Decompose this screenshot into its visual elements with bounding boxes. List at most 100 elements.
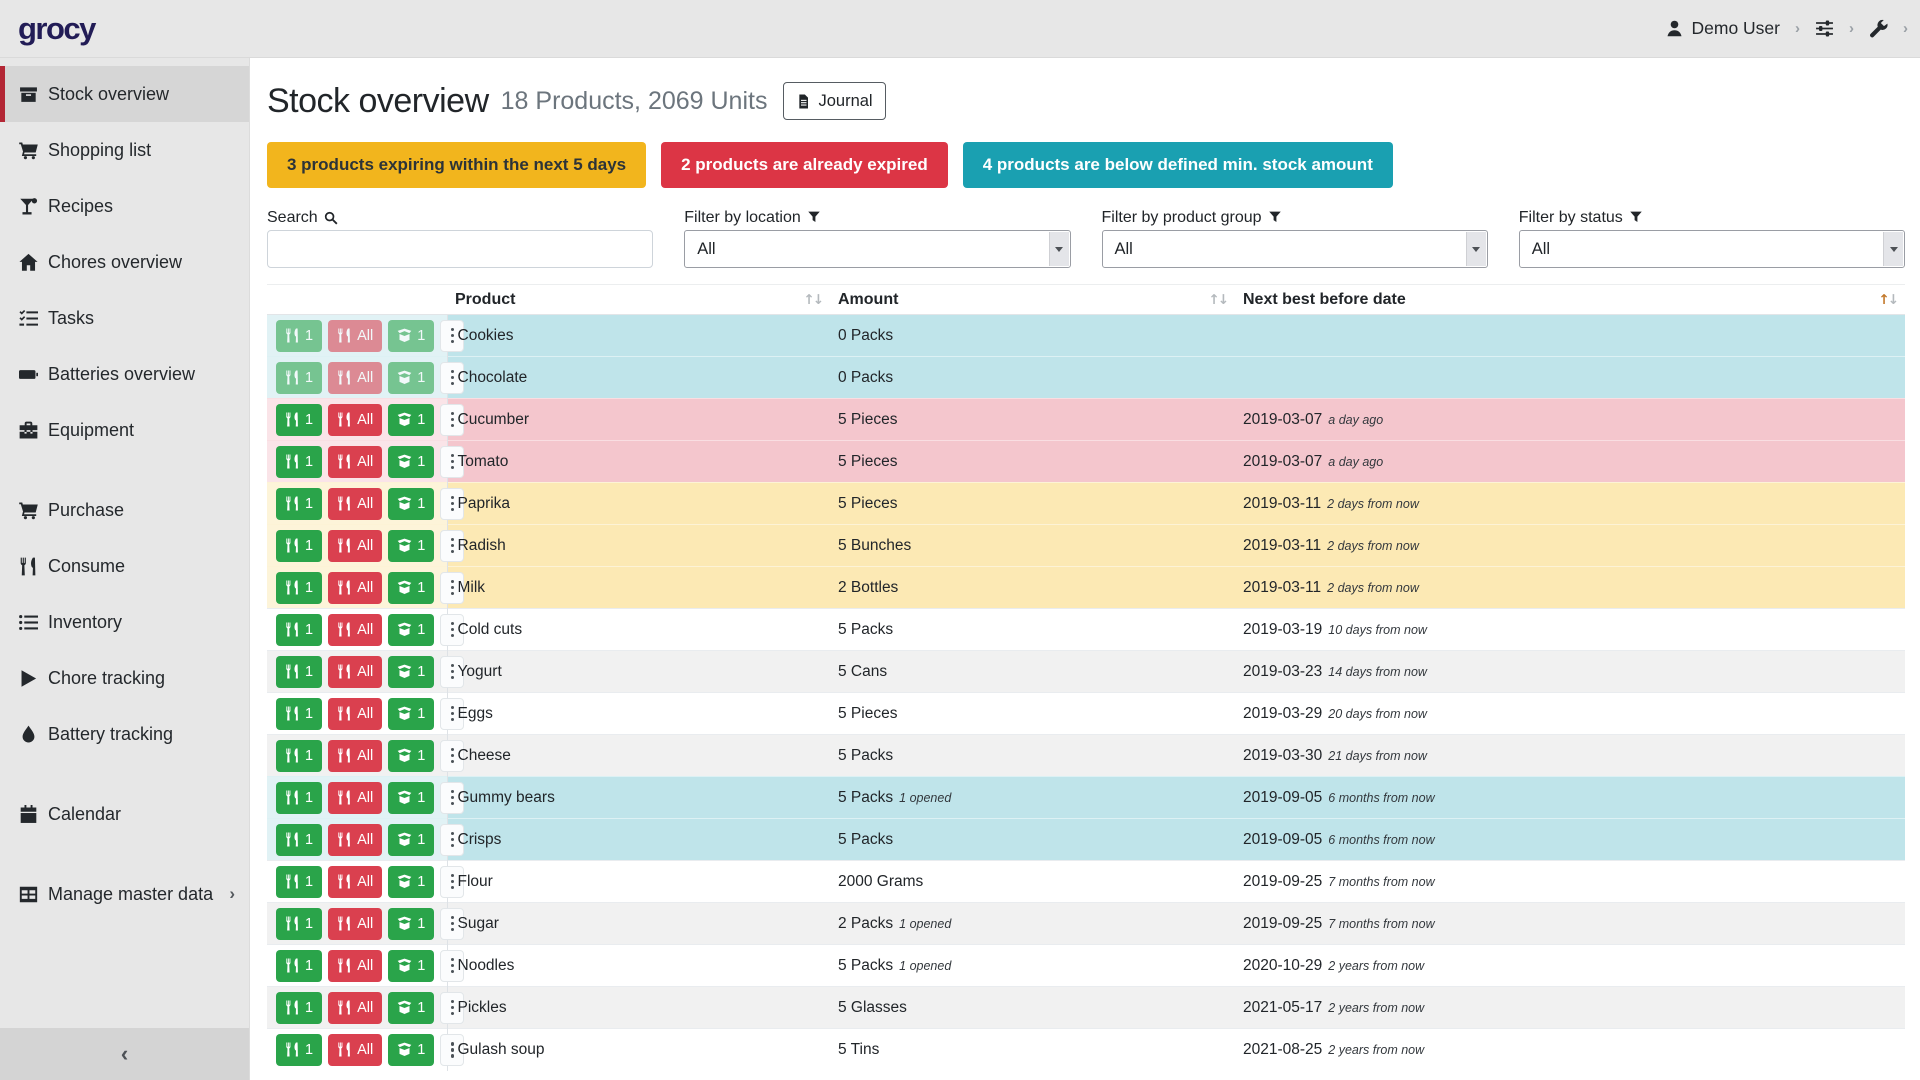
consume-all-button[interactable]: All	[328, 488, 382, 520]
open-one-button[interactable]: 1	[388, 782, 434, 814]
sidebar-item-battery-tracking[interactable]: Battery tracking	[0, 706, 249, 762]
open-one-button[interactable]: 1	[388, 824, 434, 856]
sidebar-item-stock-overview[interactable]: Stock overview	[0, 66, 249, 122]
sidebar-item-manage-master-data[interactable]: Manage master data›	[0, 866, 249, 922]
status-select[interactable]: All	[1519, 230, 1905, 268]
sidebar-item-consume[interactable]: Consume	[0, 538, 249, 594]
open-one-button[interactable]: 1	[388, 614, 434, 646]
product-group-select[interactable]: All	[1102, 230, 1488, 268]
consume-one-button[interactable]: 1	[276, 782, 322, 814]
open-one-button[interactable]: 1	[388, 362, 434, 394]
sidebar-item-equipment[interactable]: Equipment	[0, 402, 249, 458]
open-one-button[interactable]: 1	[388, 740, 434, 772]
consume-one-button[interactable]: 1	[276, 446, 322, 478]
sidebar-item-chores-overview[interactable]: Chores overview	[0, 234, 249, 290]
user-menu[interactable]: Demo User	[1665, 18, 1781, 39]
open-one-button[interactable]: 1	[388, 446, 434, 478]
consume-all-button[interactable]: All	[328, 950, 382, 982]
consume-all-button[interactable]: All	[328, 530, 382, 562]
relative-date: 14 days from now	[1328, 665, 1427, 679]
utensils-icon	[285, 538, 300, 553]
consume-all-button[interactable]: All	[328, 908, 382, 940]
consume-one-button[interactable]: 1	[276, 320, 322, 352]
column-header-product[interactable]: Product ↑↓	[447, 285, 830, 315]
consume-one-button[interactable]: 1	[276, 614, 322, 646]
grocy-logo[interactable]: grocy	[18, 11, 95, 47]
box-open-icon	[397, 328, 412, 343]
relative-date: a day ago	[1328, 455, 1383, 469]
cart-icon	[18, 141, 39, 160]
table-row: 1All1Flour2000 Grams2019-09-257 months f…	[267, 861, 1905, 903]
sidebar-item-shopping-list[interactable]: Shopping list	[0, 122, 249, 178]
column-header-amount[interactable]: Amount ↑↓	[830, 285, 1235, 315]
open-one-button[interactable]: 1	[388, 866, 434, 898]
sidebar-item-recipes[interactable]: Recipes	[0, 178, 249, 234]
consume-one-button[interactable]: 1	[276, 404, 322, 436]
location-select[interactable]: All	[684, 230, 1070, 268]
settings-menu[interactable]	[1815, 19, 1834, 38]
open-one-button[interactable]: 1	[388, 992, 434, 1024]
product-name: Cucumber	[447, 399, 830, 441]
below-min-stock-alert-badge[interactable]: 4 products are below defined min. stock …	[963, 142, 1393, 188]
open-one-button[interactable]: 1	[388, 488, 434, 520]
consume-one-button[interactable]: 1	[276, 530, 322, 562]
sidebar-collapse-button[interactable]: ‹	[0, 1028, 249, 1080]
expiring-alert-badge[interactable]: 3 products expiring within the next 5 da…	[267, 142, 646, 188]
sidebar-item-inventory[interactable]: Inventory	[0, 594, 249, 650]
open-one-button[interactable]: 1	[388, 698, 434, 730]
open-one-button[interactable]: 1	[388, 950, 434, 982]
consume-all-button[interactable]: All	[328, 656, 382, 688]
consume-one-button[interactable]: 1	[276, 824, 322, 856]
search-input[interactable]	[267, 230, 653, 268]
journal-button[interactable]: Journal	[783, 82, 885, 120]
open-one-button[interactable]: 1	[388, 656, 434, 688]
status-filter-label: Filter by status	[1519, 209, 1623, 227]
consume-all-button[interactable]: All	[328, 740, 382, 772]
open-one-button[interactable]: 1	[388, 404, 434, 436]
consume-all-button[interactable]: All	[328, 1034, 382, 1066]
consume-one-button[interactable]: 1	[276, 488, 322, 520]
consume-one-button[interactable]: 1	[276, 572, 322, 604]
toolbox-icon	[18, 421, 39, 440]
best-before-date: 2019-09-056 months from now	[1235, 819, 1905, 861]
consume-one-button[interactable]: 1	[276, 992, 322, 1024]
admin-menu[interactable]	[1869, 19, 1888, 38]
consume-all-button[interactable]: All	[328, 698, 382, 730]
consume-one-button[interactable]: 1	[276, 698, 322, 730]
open-one-button[interactable]: 1	[388, 908, 434, 940]
consume-one-button[interactable]: 1	[276, 950, 322, 982]
consume-all-button[interactable]: All	[328, 824, 382, 856]
sidebar-item-tasks[interactable]: Tasks	[0, 290, 249, 346]
consume-all-button[interactable]: All	[328, 992, 382, 1024]
open-one-button[interactable]: 1	[388, 572, 434, 604]
consume-all-button[interactable]: All	[328, 866, 382, 898]
consume-all-button[interactable]: All	[328, 320, 382, 352]
sidebar-item-purchase[interactable]: Purchase	[0, 482, 249, 538]
expired-alert-badge[interactable]: 2 products are already expired	[661, 142, 948, 188]
open-one-button[interactable]: 1	[388, 1034, 434, 1066]
table-row: 1All1Cheese5 Packs2019-03-3021 days from…	[267, 735, 1905, 777]
sidebar-item-chore-tracking[interactable]: Chore tracking	[0, 650, 249, 706]
open-one-button[interactable]: 1	[388, 530, 434, 562]
consume-all-button[interactable]: All	[328, 782, 382, 814]
consume-one-button[interactable]: 1	[276, 908, 322, 940]
utensils-icon	[285, 958, 300, 973]
column-header-next-best-before-date[interactable]: Next best before date ↑↓	[1235, 285, 1905, 315]
play-icon	[18, 669, 39, 688]
utensils-icon	[337, 622, 352, 637]
consume-one-button[interactable]: 1	[276, 866, 322, 898]
product-name: Paprika	[447, 483, 830, 525]
open-one-button[interactable]: 1	[388, 320, 434, 352]
consume-all-button[interactable]: All	[328, 404, 382, 436]
consume-all-button[interactable]: All	[328, 614, 382, 646]
sidebar-item-batteries-overview[interactable]: Batteries overview	[0, 346, 249, 402]
consume-all-button[interactable]: All	[328, 446, 382, 478]
consume-all-button[interactable]: All	[328, 572, 382, 604]
consume-one-button[interactable]: 1	[276, 740, 322, 772]
sidebar-item-calendar[interactable]: Calendar	[0, 786, 249, 842]
consume-one-button[interactable]: 1	[276, 1034, 322, 1066]
box-open-icon	[397, 790, 412, 805]
consume-all-button[interactable]: All	[328, 362, 382, 394]
consume-one-button[interactable]: 1	[276, 656, 322, 688]
consume-one-button[interactable]: 1	[276, 362, 322, 394]
